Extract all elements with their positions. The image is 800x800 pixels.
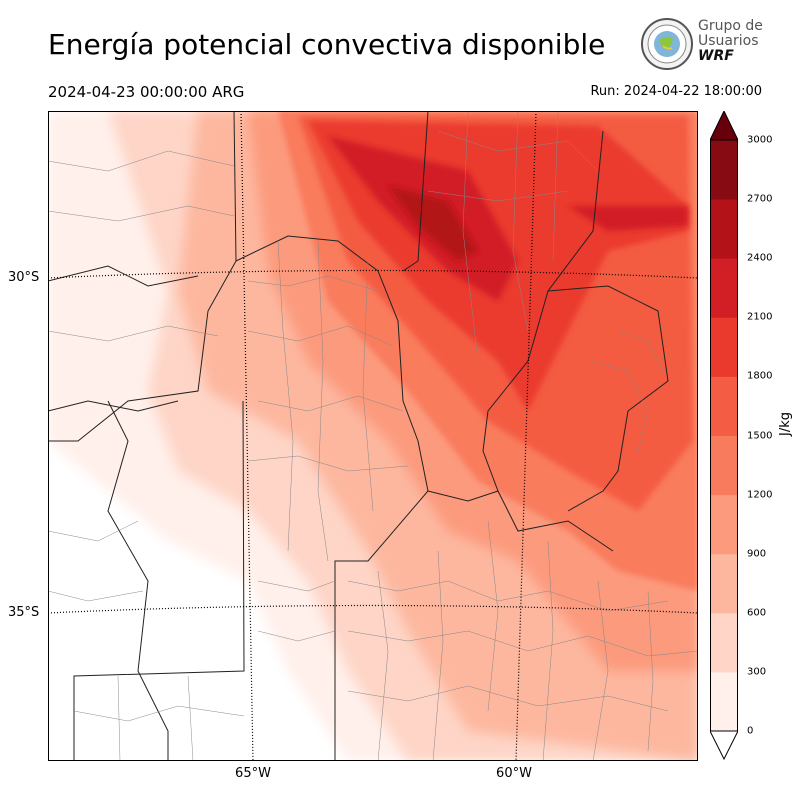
colorbar-segment <box>710 553 738 614</box>
map-title: Energía potencial convectiva disponible <box>48 28 606 61</box>
lon-label-65w: 65°W <box>235 766 271 781</box>
colorbar-segment <box>710 435 738 496</box>
logo-line-1: Grupo de <box>698 18 763 34</box>
lon-label-60w: 60°W <box>496 766 532 781</box>
colorbar-segment <box>710 612 738 673</box>
colorbar-tick-label: 2100 <box>747 311 773 323</box>
colorbar-tick-label: 300 <box>747 666 767 678</box>
colorbar-unit-label: J/kg <box>778 412 793 436</box>
parallel-30s <box>48 269 698 279</box>
colorbar-segment <box>710 317 738 377</box>
colorbar-extend-max <box>710 111 738 141</box>
wrf-logo: Grupo de Usuarios WRF <box>638 16 768 72</box>
colorbar-segment <box>710 258 738 318</box>
graticule <box>48 111 698 761</box>
colorbar-segment <box>710 376 738 436</box>
logo-line-2: Usuarios <box>698 33 759 49</box>
colorbar-extend-min <box>710 730 738 761</box>
colorbar-segment <box>710 199 738 259</box>
colorbar-tick-label: 1500 <box>747 430 773 441</box>
map-frame <box>48 111 698 761</box>
logo-line-3: WRF <box>698 48 734 64</box>
valid-time: 2024-04-23 00:00:00 ARG <box>48 83 245 101</box>
colorbar-tick-label: 2700 <box>747 193 773 205</box>
lat-label-30s: 30°S <box>8 270 40 285</box>
colorbar-tick-label: 0 <box>747 725 754 737</box>
colorbar-segment <box>710 140 738 200</box>
colorbar-tick-label: 900 <box>747 548 767 560</box>
colorbar-segment <box>710 671 738 732</box>
colorbar-tick-label: 3000 <box>747 134 773 146</box>
run-time: Run: 2024-04-22 18:00:00 <box>590 84 762 99</box>
colorbar-frame <box>710 139 738 732</box>
lat-label-35s: 35°S <box>8 605 40 620</box>
colorbar-tick-label: 600 <box>747 607 767 619</box>
province-borders <box>48 111 669 761</box>
county-borders <box>48 111 698 761</box>
cape-map <box>48 111 698 761</box>
colorbar-tick-label: 1200 <box>747 489 773 501</box>
parallel-35s <box>48 604 698 614</box>
meridian-60w <box>515 111 537 761</box>
colorbar <box>710 111 738 761</box>
colorbar-tick-label: 1800 <box>747 370 773 382</box>
meridian-65w <box>240 111 254 761</box>
colorbar-segment <box>710 494 738 555</box>
colorbar-tick-label: 2400 <box>747 252 773 264</box>
cape-field <box>48 111 698 761</box>
globe-logo-icon <box>641 18 693 70</box>
